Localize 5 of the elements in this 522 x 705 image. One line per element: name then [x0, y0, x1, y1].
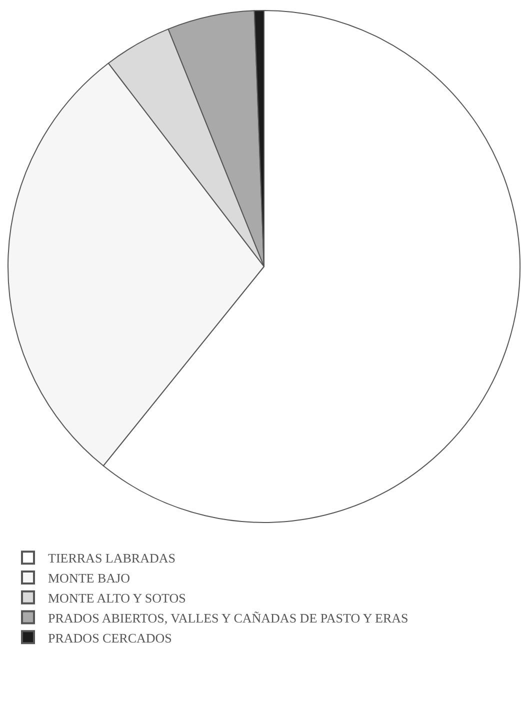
- legend-label: TIERRAS LABRADAS: [48, 550, 176, 566]
- legend-label: PRADOS ABIERTOS, VALLES Y CAÑADAS DE PASTO Y ERAS: [48, 610, 408, 626]
- legend-label: MONTE BAJO: [48, 570, 130, 586]
- legend-label: PRADOS CERCADOS: [48, 630, 172, 646]
- legend-label: MONTE ALTO Y SOTOS: [48, 590, 186, 606]
